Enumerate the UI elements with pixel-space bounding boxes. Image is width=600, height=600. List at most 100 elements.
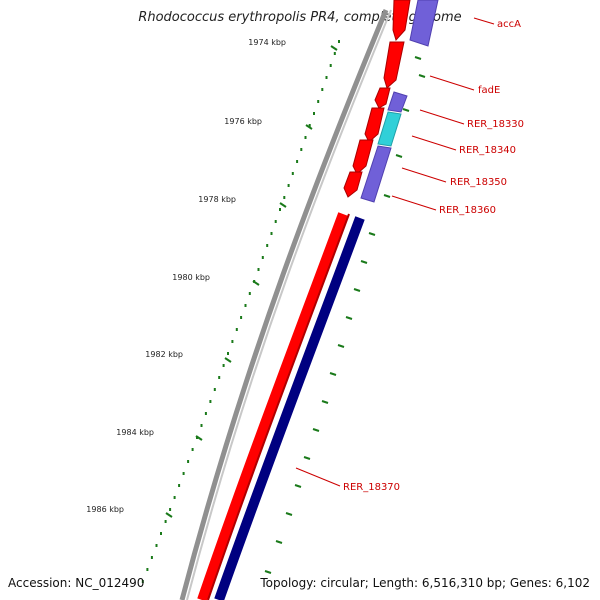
gene-RER_18360-part-2[interactable] [352, 139, 374, 175]
gene-RER_18350[interactable] [360, 145, 392, 203]
ruler-minor-tick [296, 160, 299, 163]
gene-label-RER_18360[interactable]: RER_18360 [439, 205, 496, 216]
gene-label-RER_18350[interactable]: RER_18350 [450, 177, 507, 188]
gene-accA[interactable] [409, 0, 439, 47]
ruler-major-tick [165, 512, 173, 518]
inner-tick [275, 540, 283, 544]
ruler-minor-tick [182, 472, 185, 475]
ruler-minor-tick [200, 424, 203, 427]
ruler-minor-tick [209, 400, 212, 403]
ruler-minor-tick [164, 520, 167, 523]
ruler-label: 1978 kbp [198, 195, 236, 204]
gene-RER_18360-part-1[interactable] [364, 107, 385, 143]
leader-RER_18350 [401, 167, 447, 183]
ruler-minor-tick [150, 556, 153, 559]
ruler-minor-tick [240, 316, 243, 319]
ruler-minor-tick [304, 136, 307, 139]
inner-tick [353, 288, 361, 292]
ruler-minor-tick [222, 364, 225, 367]
ruler-minor-tick [313, 112, 315, 115]
inner-tick [321, 400, 329, 404]
ruler-minor-tick [235, 328, 238, 331]
ruler-minor-tick [270, 232, 273, 235]
inner-tick [395, 154, 403, 158]
inner-tick [329, 372, 337, 376]
inner-tick [360, 260, 368, 264]
gene-fadE-part-1[interactable] [392, 0, 411, 41]
ruler-minor-tick [213, 388, 216, 391]
ruler-minor-tick [257, 268, 260, 271]
ruler-minor-tick [191, 448, 194, 451]
inner-tick [303, 456, 311, 460]
ruler-minor-tick [321, 88, 324, 91]
ruler-minor-tick [287, 184, 290, 187]
gene-fadE-part-2[interactable] [383, 41, 405, 89]
gene-RER_18360-part-3[interactable] [343, 171, 363, 198]
ruler-minor-tick [173, 496, 176, 499]
ruler-minor-tick [146, 568, 149, 571]
gene-RER_18330[interactable] [387, 91, 408, 113]
inner-tick [285, 512, 293, 516]
inner-tick [294, 484, 302, 488]
plus-strand-track-edge [207, 213, 350, 600]
ruler-minor-tick [160, 532, 162, 535]
ruler-minor-tick [248, 292, 251, 295]
leader-RER_18360 [391, 195, 437, 211]
inner-tick [345, 316, 353, 320]
ruler-minor-tick [155, 544, 158, 547]
gene-label-RER_18340[interactable]: RER_18340 [459, 145, 516, 156]
ruler-minor-tick [283, 196, 286, 199]
ruler-labels: 1974 kbp 1976 kbp 1978 kbp 1980 kbp 1982 kbp… [86, 38, 286, 514]
gene-RER_18340[interactable] [377, 111, 402, 147]
ruler-minor-tick [279, 208, 281, 211]
genome-backbone [179, 9, 389, 600]
ruler-minor-tick [204, 412, 207, 415]
ruler-minor-tick [169, 508, 172, 511]
ruler-major-tick [252, 280, 260, 286]
gene-label-fadE[interactable]: fadE [478, 85, 500, 96]
inner-tick [414, 56, 422, 60]
gene-features-top [343, 0, 439, 203]
gene-labels: accA fadE RER_18330 RER_18340 RER_18350 … [343, 19, 524, 493]
inner-tick [312, 428, 320, 432]
tick-marks [141, 36, 427, 583]
topology-summary: Topology: circular; Length: 6,516,310 bp… [260, 576, 590, 590]
gene-label-RER_18330[interactable]: RER_18330 [467, 119, 524, 130]
inner-tick [337, 344, 345, 348]
ruler-label: 1984 kbp [116, 428, 154, 437]
ruler-label: 1980 kbp [172, 273, 210, 282]
leader-RER_18370 [295, 467, 341, 487]
leader-RER_18330 [419, 109, 465, 125]
gene-label-accA[interactable]: accA [497, 19, 521, 30]
ruler-minor-tick [325, 76, 328, 79]
ruler-minor-tick [266, 244, 269, 247]
ruler-minor-tick [187, 460, 190, 463]
ruler-major-tick [279, 202, 287, 208]
gene-label-leaders [295, 17, 495, 487]
leader-accA [473, 17, 495, 25]
ruler-minor-tick [300, 148, 303, 151]
ruler-minor-tick [338, 40, 340, 43]
leader-RER_18340 [411, 135, 457, 151]
ruler-minor-tick [317, 100, 320, 103]
ruler-minor-tick [218, 376, 221, 379]
leader-fadE [429, 75, 475, 91]
gene-label-RER_18370[interactable]: RER_18370 [343, 482, 400, 493]
ruler-minor-tick [227, 352, 229, 355]
ruler-minor-tick [329, 64, 332, 67]
inner-tick [418, 74, 426, 78]
ruler-major-tick [224, 357, 232, 363]
accession-label: Accession: NC_012490 [8, 576, 145, 590]
ruler-minor-tick [231, 340, 234, 343]
ruler-major-tick [330, 45, 338, 51]
inner-tick [368, 232, 376, 236]
ruler-minor-tick [261, 256, 264, 259]
ruler-label: 1986 kbp [86, 505, 124, 514]
ruler-label: 1974 kbp [248, 38, 286, 47]
ruler-major-tick [195, 435, 203, 441]
gene-fadE-part-3[interactable] [374, 87, 391, 109]
inner-tick [264, 570, 272, 574]
ruler-minor-tick [291, 172, 294, 175]
